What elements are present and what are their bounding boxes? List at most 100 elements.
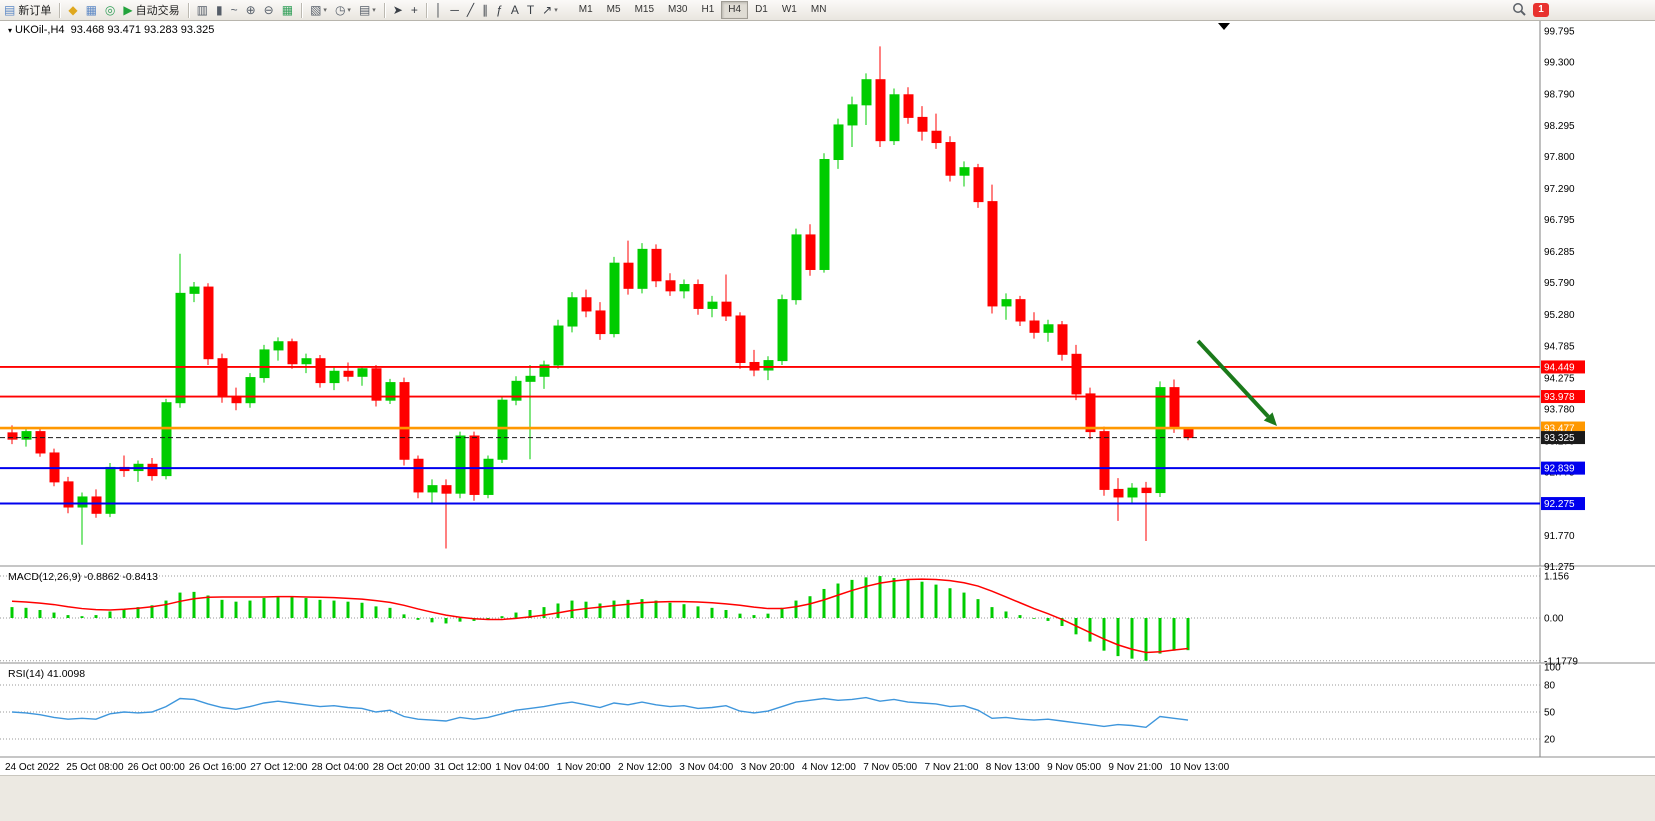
search-button[interactable] <box>1512 2 1527 17</box>
chart-wizard-icon-button[interactable]: ◆ <box>65 1 80 19</box>
timeframe-button-M30[interactable]: M30 <box>668 4 688 15</box>
svg-text:98.295: 98.295 <box>1544 121 1575 132</box>
new-order-button[interactable]: ▤ 新订单 <box>1 1 54 19</box>
candle <box>287 338 298 369</box>
trendline-tool-icon: ╱ <box>466 3 475 17</box>
timeframe-button-W1[interactable]: W1 <box>781 4 797 15</box>
dropdown-arrow-icon[interactable]: ▾ <box>554 7 558 14</box>
vertical-line-tool-button[interactable]: │ <box>432 1 446 19</box>
candle <box>987 184 998 314</box>
candle <box>399 377 410 466</box>
market-watch-icon-button[interactable]: ▦ <box>83 1 100 19</box>
svg-text:10 Nov 13:00: 10 Nov 13:00 <box>1170 762 1230 773</box>
timeframe-button-M15[interactable]: M15 <box>634 4 655 15</box>
zoom-in-button[interactable]: ⊕ <box>243 1 259 19</box>
candle <box>1155 381 1166 497</box>
macd-histogram <box>10 576 1190 661</box>
candle <box>609 256 620 338</box>
candle <box>1099 426 1110 496</box>
svg-text:24 Oct 2022: 24 Oct 2022 <box>5 762 60 773</box>
candle <box>1029 312 1040 339</box>
svg-text:26 Oct 16:00: 26 Oct 16:00 <box>189 762 247 773</box>
notification-badge[interactable]: 1 <box>1533 2 1549 17</box>
dropdown-arrow-icon[interactable]: ▾ <box>323 7 327 14</box>
price-tag-92.275: 92.275 <box>1541 497 1585 511</box>
dropdown-arrow-icon[interactable]: ▾ <box>372 7 376 14</box>
rsi-line <box>11 696 1189 729</box>
candle <box>1127 483 1138 504</box>
candle <box>833 118 844 169</box>
candle <box>945 136 956 182</box>
candle <box>1113 478 1124 521</box>
new-chart-button[interactable]: ▧ ▾ <box>307 1 330 19</box>
svg-text:95.280: 95.280 <box>1544 310 1575 321</box>
candle <box>903 87 914 124</box>
svg-text:100: 100 <box>1544 663 1561 674</box>
channel-tool-icon: ∥ <box>482 3 489 17</box>
period-button[interactable]: ◷ ▾ <box>332 1 354 19</box>
channel-tool-button[interactable]: ∥ <box>479 1 491 19</box>
ohlc-readout: 93.468 93.471 93.283 93.325 <box>70 24 215 36</box>
autotrading-button[interactable]: ▶ 自动交易 <box>120 1 182 19</box>
macd-pane: 1.156 0.00 -1.1779 <box>0 572 1578 667</box>
cursor-tool-button[interactable]: ➤ <box>390 1 406 19</box>
price-tag-93.978: 93.978 <box>1541 390 1585 404</box>
candle <box>483 455 494 499</box>
candle <box>777 294 788 365</box>
svg-text:96.795: 96.795 <box>1544 215 1575 226</box>
macd-indicator-label: MACD(12,26,9) -0.8862 -0.8413 <box>8 571 158 583</box>
shapes-tool-button[interactable]: ↗ ▾ <box>539 1 561 19</box>
svg-text:3 Nov 04:00: 3 Nov 04:00 <box>679 762 733 773</box>
time-axis[interactable]: 24 Oct 2022 25 Oct 08:00 26 Oct 00:00 26 Oc… <box>5 762 1230 773</box>
search-icon <box>1513 3 1526 16</box>
candle <box>861 73 872 125</box>
svg-text:92.839: 92.839 <box>1544 464 1575 475</box>
green-arrow-annotation[interactable] <box>1196 339 1277 426</box>
svg-text:98.790: 98.790 <box>1544 90 1575 101</box>
text-tool-button[interactable]: A <box>508 1 522 19</box>
svg-text:93.325: 93.325 <box>1544 433 1575 444</box>
chart-canvas[interactable]: 99.795 99.300 98.790 98.295 97.800 97.290 96.7… <box>0 20 1655 775</box>
toolbar-right: 1 <box>1512 2 1549 17</box>
candle <box>35 427 46 457</box>
candlestick-mode-button[interactable]: ▮ <box>213 1 226 19</box>
svg-text:8 Nov 13:00: 8 Nov 13:00 <box>986 762 1040 773</box>
label-tool-button[interactable]: T <box>524 1 537 19</box>
new-order-button-label: 新订单 <box>18 5 52 17</box>
zoom-out-icon: ⊖ <box>263 3 274 17</box>
timeframe-button-D1[interactable]: D1 <box>755 4 768 15</box>
line-chart-mode-button[interactable]: ~ <box>228 1 241 19</box>
toolbar-separator <box>187 2 189 18</box>
dropdown-arrow-icon[interactable]: ▾ <box>347 7 351 14</box>
candle <box>665 273 676 296</box>
pane-separators[interactable] <box>0 565 1655 759</box>
template-button[interactable]: ▤ ▾ <box>356 1 379 19</box>
horizontal-line-tool-button[interactable]: ─ <box>447 1 462 19</box>
bars-chart-mode-button[interactable]: ▥ <box>194 1 211 19</box>
candle <box>721 274 732 322</box>
svg-text:7 Nov 05:00: 7 Nov 05:00 <box>863 762 917 773</box>
timeframe-button-M5[interactable]: M5 <box>606 4 621 15</box>
trendline-tool-button[interactable]: ╱ <box>464 1 477 19</box>
candle <box>147 457 158 481</box>
fibonacci-tool-button[interactable]: ƒ <box>493 1 506 19</box>
toolbar-separator <box>301 2 303 18</box>
zoom-out-button[interactable]: ⊖ <box>261 1 277 19</box>
timeframe-button-H1[interactable]: H1 <box>701 4 715 15</box>
timeframe-button-MN[interactable]: MN <box>810 4 827 15</box>
candle <box>847 96 858 147</box>
chart-shift-marker[interactable] <box>1218 23 1230 30</box>
data-window-icon-button[interactable]: ◎ <box>102 1 118 19</box>
toolbar-separator <box>59 2 61 18</box>
svg-text:93.780: 93.780 <box>1544 404 1575 415</box>
svg-text:1 Nov 04:00: 1 Nov 04:00 <box>495 762 549 773</box>
candle <box>931 113 942 149</box>
symbol-dropdown-icon[interactable]: ▾ <box>8 26 13 35</box>
svg-text:99.300: 99.300 <box>1544 58 1575 69</box>
crosshair-tool-button[interactable]: + <box>408 1 421 19</box>
timeframe-button-H4[interactable]: H4 <box>721 1 749 19</box>
timeframe-button-M1[interactable]: M1 <box>578 4 593 15</box>
tile-windows-button[interactable]: ▦ <box>279 1 296 19</box>
svg-text:93.477: 93.477 <box>1544 424 1575 435</box>
svg-text:9 Nov 05:00: 9 Nov 05:00 <box>1047 762 1101 773</box>
